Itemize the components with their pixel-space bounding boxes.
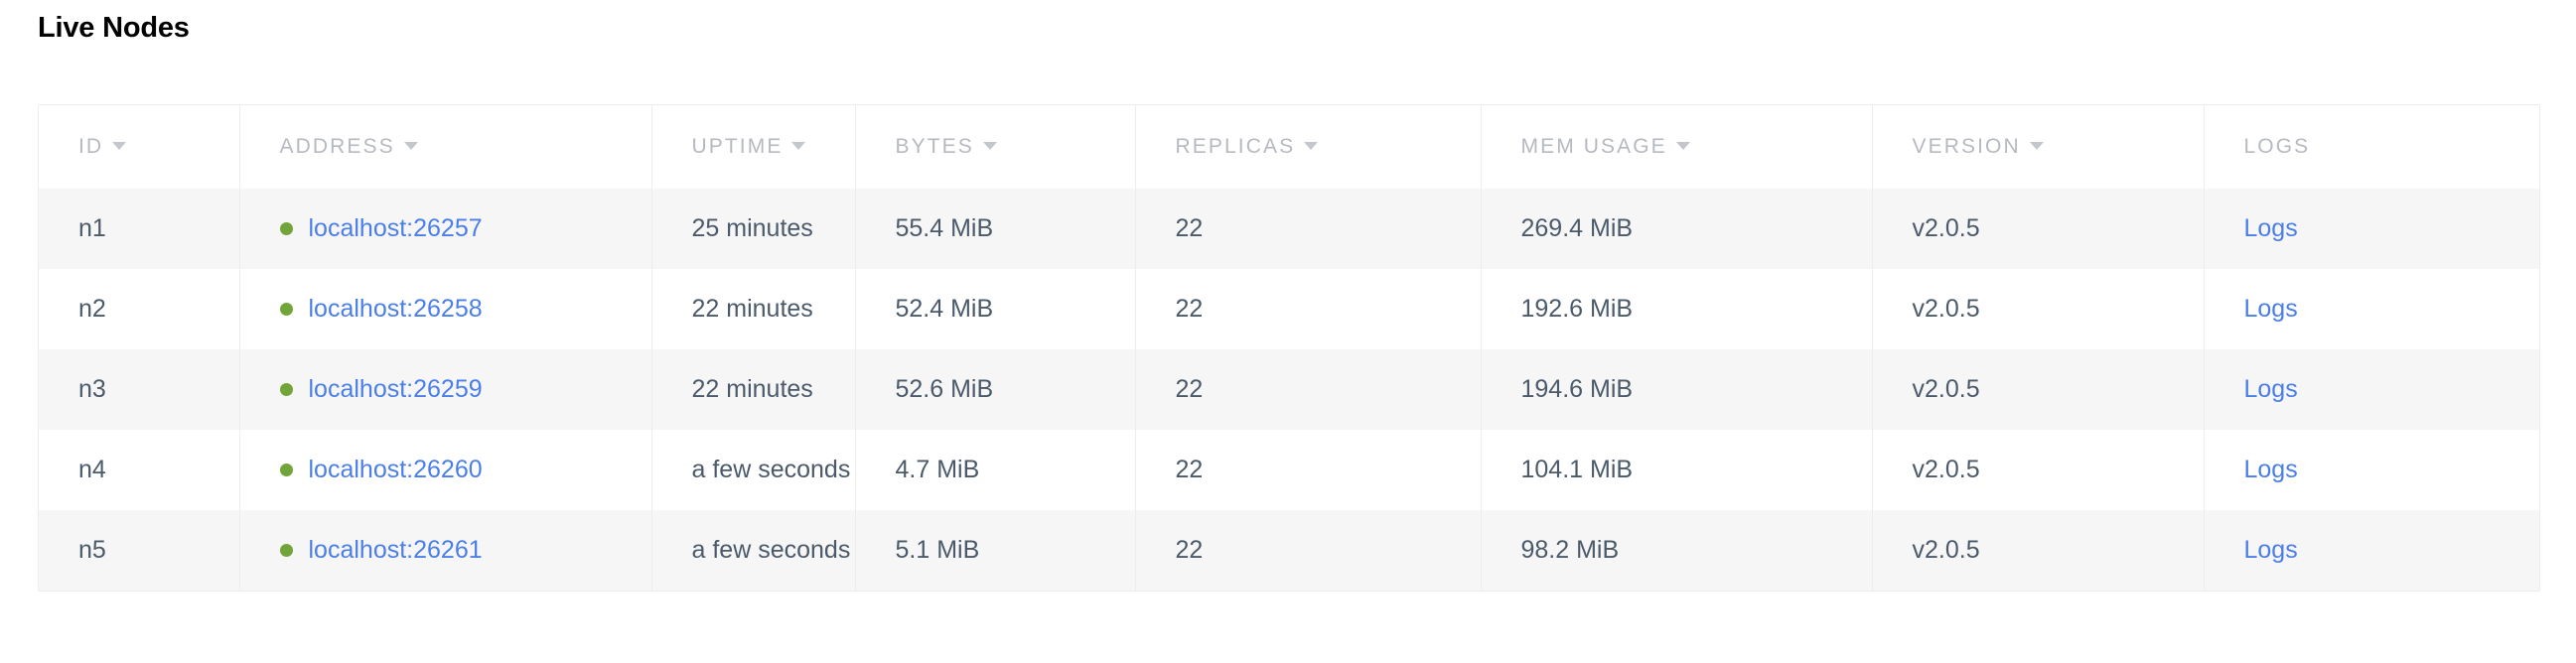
cell-version: v2.0.5 (1872, 430, 2205, 510)
chevron-down-icon[interactable] (982, 142, 997, 150)
table-header-row: ID ADDRESS UPTIME BYTES REPLICAS MEM USAGE VER… (39, 105, 2539, 189)
address-cell-content: localhost:26258 (279, 295, 651, 324)
cell-node-address: localhost:26259 (239, 349, 652, 430)
cell-node-id: n3 (39, 349, 240, 430)
cell-mem-usage: 194.6 MiB (1481, 349, 1873, 430)
column-header-id[interactable]: ID (39, 105, 240, 189)
status-dot-icon (279, 544, 293, 557)
logs-link[interactable]: Logs (2243, 214, 2298, 242)
cell-version: v2.0.5 (1872, 269, 2205, 349)
cell-node-address: localhost:26261 (239, 510, 652, 591)
cell-mem-usage: 192.6 MiB (1481, 269, 1873, 349)
cell-node-id: n5 (39, 510, 240, 591)
table-row: n3 localhost:26259 22 minutes 52.6 MiB 22 194… (39, 349, 2539, 430)
chevron-down-icon[interactable] (1675, 142, 1690, 150)
cell-node-address: localhost:26257 (239, 189, 652, 269)
cell-node-address: localhost:26258 (239, 269, 652, 349)
status-dot-icon (279, 383, 293, 396)
column-header-label: ID (78, 135, 104, 158)
column-header-label: BYTES (895, 135, 974, 158)
address-cell-content: localhost:26261 (279, 536, 651, 565)
cell-replicas: 22 (1135, 510, 1482, 591)
cell-bytes: 55.4 MiB (855, 189, 1136, 269)
column-header-label: MEM USAGE (1520, 135, 1667, 158)
cell-bytes: 5.1 MiB (855, 510, 1136, 591)
node-address-link[interactable]: localhost:26259 (308, 375, 483, 403)
table-row: n4 localhost:26260 a few seconds 4.7 MiB 22 1… (39, 430, 2539, 510)
cell-uptime: 22 minutes (651, 349, 856, 430)
cell-logs: Logs (2204, 189, 2539, 269)
cell-mem-usage: 98.2 MiB (1481, 510, 1873, 591)
cell-logs: Logs (2204, 430, 2539, 510)
node-address-link[interactable]: localhost:26258 (308, 295, 483, 323)
cell-mem-usage: 269.4 MiB (1481, 189, 1873, 269)
address-cell-content: localhost:26257 (279, 214, 651, 243)
chevron-down-icon[interactable] (791, 142, 806, 150)
chevron-down-icon[interactable] (112, 142, 127, 150)
node-address-link[interactable]: localhost:26257 (308, 214, 483, 242)
chevron-down-icon[interactable] (2029, 142, 2044, 150)
column-header-label: VERSION (1912, 135, 2021, 158)
cell-bytes: 52.4 MiB (855, 269, 1136, 349)
table-row: n1 localhost:26257 25 minutes 55.4 MiB 22 269… (39, 189, 2539, 269)
cell-uptime: a few seconds (651, 430, 856, 510)
cell-replicas: 22 (1135, 430, 1482, 510)
column-header-bytes[interactable]: BYTES (855, 105, 1136, 189)
column-header-label: ADDRESS (279, 135, 395, 158)
column-header-mem[interactable]: MEM USAGE (1481, 105, 1873, 189)
column-header-label: REPLICAS (1175, 135, 1296, 158)
column-header-logs: LOGS (2204, 105, 2539, 189)
table-body: n1 localhost:26257 25 minutes 55.4 MiB 22 269… (39, 189, 2539, 591)
table-row: n2 localhost:26258 22 minutes 52.4 MiB 22 192… (39, 269, 2539, 349)
cell-replicas: 22 (1135, 269, 1482, 349)
logs-link[interactable]: Logs (2243, 375, 2298, 403)
cell-uptime: 25 minutes (651, 189, 856, 269)
column-header-label: LOGS (2243, 135, 2311, 158)
cell-node-id: n4 (39, 430, 240, 510)
cell-version: v2.0.5 (1872, 510, 2205, 591)
cell-version: v2.0.5 (1872, 349, 2205, 430)
cell-bytes: 4.7 MiB (855, 430, 1136, 510)
address-cell-content: localhost:26259 (279, 375, 651, 404)
status-dot-icon (279, 464, 293, 476)
cell-logs: Logs (2204, 510, 2539, 591)
column-header-version[interactable]: VERSION (1872, 105, 2205, 189)
chevron-down-icon[interactable] (1304, 142, 1319, 150)
cell-logs: Logs (2204, 349, 2539, 430)
logs-link[interactable]: Logs (2243, 456, 2298, 483)
status-dot-icon (279, 303, 293, 316)
column-header-replicas[interactable]: REPLICAS (1135, 105, 1482, 189)
live-nodes-table-container: ID ADDRESS UPTIME BYTES REPLICAS MEM USAGE VER… (38, 104, 2540, 592)
node-address-link[interactable]: localhost:26261 (308, 536, 483, 564)
address-cell-content: localhost:26260 (279, 456, 651, 484)
cell-bytes: 52.6 MiB (855, 349, 1136, 430)
cell-mem-usage: 104.1 MiB (1481, 430, 1873, 510)
table-row: n5 localhost:26261 a few seconds 5.1 MiB 22 9… (39, 510, 2539, 591)
live-nodes-table: ID ADDRESS UPTIME BYTES REPLICAS MEM USAGE VER… (39, 105, 2539, 591)
cell-uptime: 22 minutes (651, 269, 856, 349)
cell-logs: Logs (2204, 269, 2539, 349)
cell-node-address: localhost:26260 (239, 430, 652, 510)
logs-link[interactable]: Logs (2243, 295, 2298, 323)
cell-uptime: a few seconds (651, 510, 856, 591)
cell-replicas: 22 (1135, 189, 1482, 269)
node-address-link[interactable]: localhost:26260 (308, 456, 483, 483)
cell-node-id: n2 (39, 269, 240, 349)
logs-link[interactable]: Logs (2243, 536, 2298, 564)
cell-node-id: n1 (39, 189, 240, 269)
status-dot-icon (279, 222, 293, 235)
table-header: ID ADDRESS UPTIME BYTES REPLICAS MEM USAGE VER… (39, 105, 2539, 189)
column-header-label: UPTIME (691, 135, 784, 158)
cell-version: v2.0.5 (1872, 189, 2205, 269)
column-header-uptime[interactable]: UPTIME (651, 105, 856, 189)
column-header-address[interactable]: ADDRESS (239, 105, 652, 189)
page-title: Live Nodes (38, 12, 190, 44)
cell-replicas: 22 (1135, 349, 1482, 430)
chevron-down-icon[interactable] (403, 142, 418, 150)
